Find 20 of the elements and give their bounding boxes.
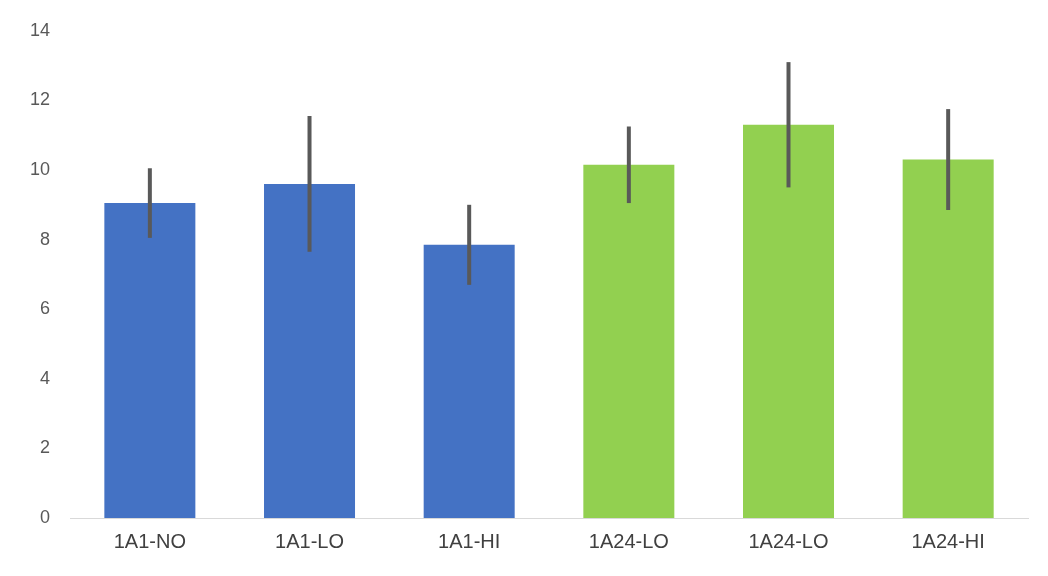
y-tick-label: 10	[29, 158, 51, 179]
y-tick-label: 2	[40, 437, 51, 458]
x-tick-label: 1A1-HI	[438, 529, 501, 552]
bar	[423, 244, 515, 518]
bar	[743, 124, 835, 518]
x-tick-label: 1A1-LO	[275, 529, 344, 552]
bar	[104, 203, 196, 518]
y-tick-label: 12	[29, 89, 51, 110]
x-tick-label: 1A1-NO	[113, 529, 186, 552]
bar	[264, 183, 356, 518]
y-tick-label: 8	[40, 228, 51, 249]
bar	[902, 159, 994, 518]
x-tick-label: 1A24-HI	[911, 529, 985, 552]
y-tick-label: 0	[40, 506, 51, 527]
y-tick-label: 14	[29, 19, 51, 40]
x-tick-label: 1A24-LO	[588, 529, 669, 552]
y-tick-label: 4	[40, 367, 51, 388]
x-tick-label: 1A24-LO	[748, 529, 829, 552]
bar	[583, 164, 675, 518]
y-tick-label: 6	[40, 298, 51, 319]
